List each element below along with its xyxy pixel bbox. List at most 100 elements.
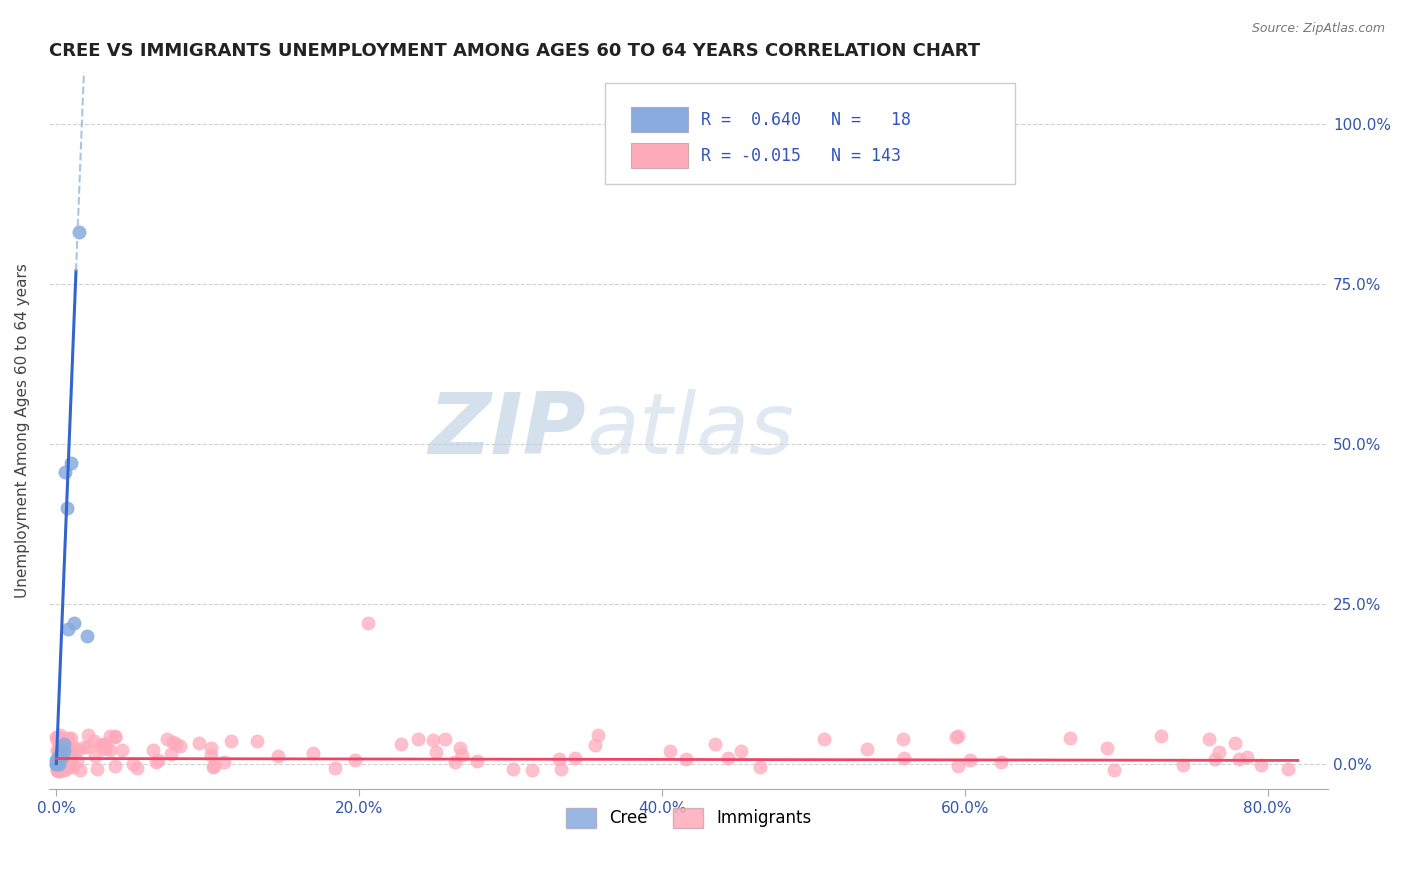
Point	[98, 742, 121, 756]
Point	[52, 744, 75, 758]
Point	[56, 756, 79, 771]
Point	[93, 737, 115, 751]
Text: CREE VS IMMIGRANTS UNEMPLOYMENT AMONG AGES 60 TO 64 YEARS CORRELATION CHART: CREE VS IMMIGRANTS UNEMPLOYMENT AMONG AG…	[49, 42, 980, 60]
Point	[959, 753, 981, 767]
Point	[60, 745, 83, 759]
Point	[48, 754, 70, 768]
Point	[169, 739, 191, 754]
Point	[45, 754, 67, 768]
Point	[49, 732, 72, 747]
Point	[717, 751, 740, 765]
Point	[76, 739, 98, 754]
Point	[893, 751, 915, 765]
Point	[53, 738, 76, 752]
Point	[45, 743, 67, 757]
Point	[104, 730, 127, 744]
Point	[125, 761, 148, 775]
Point	[48, 764, 70, 778]
Point	[200, 741, 222, 756]
Point	[49, 735, 72, 749]
FancyBboxPatch shape	[631, 143, 689, 168]
Point	[55, 754, 77, 768]
Point	[48, 747, 70, 762]
Point	[45, 731, 67, 745]
Point	[1095, 740, 1118, 755]
Point	[46, 745, 69, 759]
Point	[444, 755, 467, 769]
Point	[94, 741, 117, 756]
Point	[58, 753, 80, 767]
Point	[813, 731, 835, 746]
Point	[56, 731, 79, 745]
Point	[45, 756, 67, 771]
Point	[162, 734, 184, 748]
Point	[202, 760, 225, 774]
Point	[66, 754, 89, 768]
Y-axis label: Unemployment Among Ages 60 to 64 years: Unemployment Among Ages 60 to 64 years	[15, 263, 30, 599]
Point	[103, 729, 125, 743]
FancyBboxPatch shape	[606, 83, 1015, 184]
Point	[56, 751, 79, 765]
Point	[49, 728, 72, 742]
Point	[946, 729, 969, 743]
Point	[56, 758, 79, 772]
Point	[76, 728, 98, 742]
Point	[55, 757, 77, 772]
Point	[63, 740, 86, 755]
Point	[49, 751, 72, 765]
Point	[59, 731, 82, 745]
Point	[449, 740, 471, 755]
Point	[730, 744, 752, 758]
Point	[83, 748, 105, 763]
Point	[675, 752, 697, 766]
Point	[945, 731, 967, 745]
Point	[67, 742, 90, 756]
Point	[69, 763, 91, 777]
Point	[219, 734, 242, 748]
Point	[59, 751, 82, 765]
Point	[46, 756, 69, 770]
Point	[46, 730, 69, 744]
Point	[46, 732, 69, 747]
Point	[450, 747, 472, 762]
Point	[357, 615, 380, 630]
Point	[548, 752, 571, 766]
Text: Source: ZipAtlas.com: Source: ZipAtlas.com	[1251, 22, 1385, 36]
Point	[45, 756, 67, 771]
Point	[1171, 758, 1194, 772]
Point	[749, 760, 772, 774]
Point	[323, 761, 346, 775]
Point	[520, 763, 543, 777]
Point	[55, 747, 77, 762]
Point	[142, 742, 165, 756]
Point	[1236, 749, 1258, 764]
Point	[46, 763, 69, 777]
Point	[49, 734, 72, 748]
Point	[48, 762, 70, 776]
Point	[48, 760, 70, 774]
Point	[58, 622, 80, 636]
Point	[104, 759, 127, 773]
Point	[1059, 731, 1081, 746]
Point	[343, 753, 366, 767]
Point	[1250, 758, 1272, 772]
Point	[52, 738, 75, 752]
Point	[51, 750, 73, 764]
Point	[83, 734, 105, 748]
Point	[302, 746, 325, 760]
Point	[148, 753, 170, 767]
Point	[59, 756, 82, 770]
Point	[49, 759, 72, 773]
Point	[56, 739, 79, 754]
Point	[53, 745, 76, 759]
Point	[89, 739, 111, 753]
Point	[267, 748, 290, 763]
Point	[145, 756, 167, 770]
Point	[63, 615, 86, 630]
Point	[550, 763, 572, 777]
Point	[55, 762, 77, 776]
Point	[52, 763, 75, 777]
Point	[48, 759, 70, 773]
Point	[55, 750, 77, 764]
Point	[1223, 736, 1246, 750]
